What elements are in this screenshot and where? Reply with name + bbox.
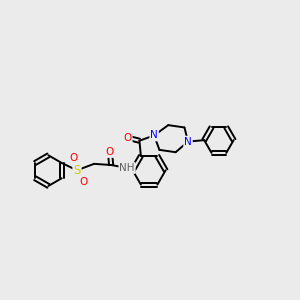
Text: O: O [69, 153, 78, 163]
Text: N: N [150, 130, 158, 140]
Text: O: O [106, 147, 114, 157]
Text: O: O [124, 133, 132, 143]
Text: O: O [79, 176, 88, 187]
Text: NH: NH [119, 163, 135, 173]
Text: N: N [184, 136, 192, 147]
Text: S: S [73, 164, 81, 177]
